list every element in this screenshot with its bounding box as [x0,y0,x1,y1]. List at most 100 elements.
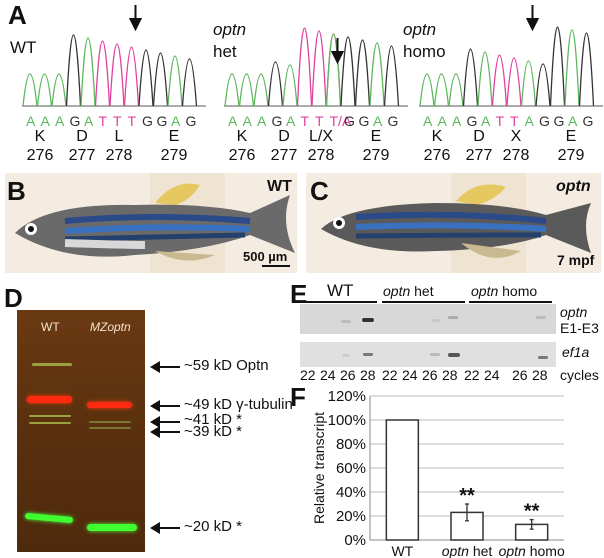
genotype-wt-label: WT [10,38,37,57]
band-41kd-mzoptn [89,421,131,423]
residue-number: 278 [105,147,133,164]
zebrafish-wt-illustration [15,173,295,273]
base-call: G [271,113,283,129]
bar [385,419,420,541]
arrow-59kd-icon [150,361,180,373]
gel-row-optn [300,304,556,334]
base-call: T [127,113,137,129]
group-underline-wt [300,301,377,303]
x-tick-label: optn homo [499,543,565,558]
chromatogram-peak [549,26,566,107]
chromatogram-peak [477,51,493,107]
genotype-homo-label-gene: optn [403,20,437,39]
pcr-band [448,316,458,319]
band-39kd-mzoptn [89,427,131,429]
amino-acid: X [510,128,522,145]
residue-number: 279 [160,147,188,164]
cycle-number: 28 [532,367,548,383]
chromatogram-peak [282,64,298,107]
band-41kd-wt [29,415,71,417]
chromatogram-peak [419,73,435,107]
base-call: A [423,113,433,129]
mutation-arrow-icon [330,38,345,65]
pcr-band [342,354,350,357]
chromatogram-peak [520,60,537,107]
base-call: A [373,113,383,129]
base-call: G [539,113,550,129]
significance-marker: ** [524,501,540,523]
y-tick-label: 0% [344,532,366,549]
chromatogram-peak [267,61,284,107]
chromatogram-peak [535,63,551,107]
band-label-39kd: ~39 kD * [184,423,242,440]
chromatogram-peak [296,27,313,107]
panel-d-label: D [4,283,23,313]
pcr-band [432,319,440,322]
band-39kd-wt [29,422,71,424]
amino-acid: L [114,128,124,145]
panel-f-label: F [290,382,306,412]
row-label-optn: optn [560,304,588,320]
chromatogram-peak [340,36,356,107]
genotype-homo-label: homo [403,42,446,61]
chromatogram-peak [138,49,154,107]
significance-marker: ** [459,485,475,507]
cycle-number: 26 [512,367,528,383]
chromatogram-peak [51,73,67,107]
base-call: A [481,113,491,129]
pcr-band [362,318,374,322]
chromatogram-peak [433,73,450,107]
base-call: A [568,113,578,129]
group-label-het: optn het [383,283,434,299]
scale-bar-label: 500 µm [243,249,288,264]
chromatogram-peak [152,52,169,107]
y-tick-label: 100% [328,412,366,429]
base-call: A [84,113,94,129]
band-59kd-wt [32,363,72,366]
cycles-label: cycles [560,367,599,383]
chromatogram-peak [462,48,479,107]
arrow-39kd-icon [150,426,180,438]
cycle-number: 24 [320,367,336,383]
arrow-49kd-icon [150,400,180,412]
base-call: T [510,113,519,129]
band-label-49kd: ~49 kD γ-tubulin [184,396,293,413]
residue-number: 278 [502,147,530,164]
cycle-number: 28 [360,367,376,383]
panel-a-label: A [8,0,27,30]
chromatogram-peak [181,58,198,107]
cycle-number: 22 [300,367,316,383]
chromatogram-peak [123,46,140,107]
base-call: G [358,113,370,129]
cycle-number: 26 [422,367,438,383]
amino-acid: E [168,128,180,145]
chromatogram-peak [224,73,240,107]
residue-number: 276 [228,147,256,164]
chromatogram-peak [491,54,508,107]
mutation-arrow-icon [525,5,540,32]
x-tick-label: optn het [442,543,493,558]
genotype-label-optn: optn [556,178,591,195]
arrow-41kd-icon [150,416,180,428]
chromatogram-peak [354,39,371,107]
gel-row-ef1a [300,342,556,367]
chromatograms [22,5,603,107]
base-call: T [495,113,505,129]
base-call: T/A [329,113,352,129]
group-label-wt: WT [327,281,354,300]
genotype-label-wt: WT [267,178,292,195]
chromatogram-peak [325,33,342,107]
amino-acid: D [76,128,88,145]
chromatogram-peak [311,30,327,107]
group-underline-het [382,301,465,303]
base-call: G [142,113,153,129]
fish-image-optn [306,173,601,273]
pcr-band [538,356,548,359]
arrow-20kd-icon [150,522,180,534]
base-call: A [437,113,447,129]
amino-acid: E [370,128,382,145]
base-call: A [40,113,50,129]
row-label-e1e3: E1-E3 [560,320,599,336]
panel-c-label: C [310,176,329,206]
cycle-number: 28 [442,367,458,383]
